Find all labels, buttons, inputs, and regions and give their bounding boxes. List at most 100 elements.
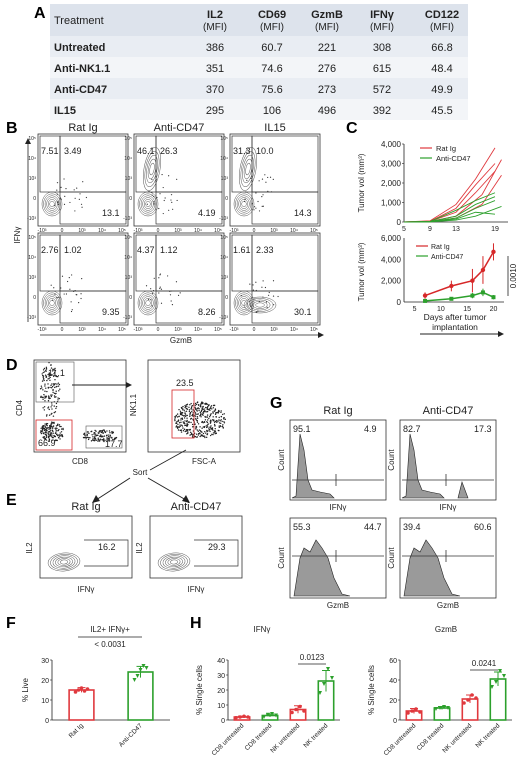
event-dot bbox=[189, 434, 191, 436]
event-dot bbox=[58, 436, 60, 439]
flow-tick-y: 10⁴ bbox=[220, 255, 228, 261]
event-dot bbox=[51, 383, 53, 385]
event-dot bbox=[51, 404, 53, 406]
event-dot bbox=[43, 429, 46, 432]
flow-tick-x: 0 bbox=[61, 228, 64, 234]
event-dot bbox=[54, 439, 57, 441]
event-dot bbox=[57, 429, 60, 432]
flow-tick-x: -10³ bbox=[230, 327, 239, 333]
event-dot bbox=[51, 412, 53, 415]
quadrant-ul-value: 2.76 bbox=[41, 245, 59, 255]
flow-tick-y: 10⁵ bbox=[124, 136, 132, 142]
event-dot bbox=[175, 422, 178, 425]
bar bbox=[68, 689, 95, 721]
flow-tick-x: 10⁵ bbox=[118, 228, 126, 234]
event-dot bbox=[182, 415, 185, 417]
flow-tick-y: 10⁵ bbox=[220, 235, 228, 241]
x-tick-label: Anti-CD47 bbox=[118, 722, 144, 748]
sort-line bbox=[149, 449, 187, 471]
event-dot bbox=[51, 429, 54, 432]
event-dot bbox=[261, 195, 263, 198]
event-dot bbox=[224, 418, 227, 421]
event-dot bbox=[101, 439, 103, 441]
y-axis-label: % Single cells bbox=[367, 665, 376, 715]
event-dot bbox=[186, 433, 188, 435]
hist-value-right: 17.3 bbox=[474, 424, 492, 434]
event-dot bbox=[94, 433, 97, 435]
event-dot bbox=[218, 419, 220, 421]
data-point bbox=[262, 715, 266, 719]
event-dot bbox=[176, 413, 179, 415]
y-tick-label: 3,000 bbox=[381, 160, 402, 169]
data-point bbox=[85, 687, 90, 691]
event-dot bbox=[100, 430, 102, 432]
flow-tick-y: 10³ bbox=[221, 176, 229, 182]
event-dot bbox=[209, 409, 211, 412]
data-point bbox=[449, 283, 454, 289]
gate-dn bbox=[35, 419, 73, 451]
quadrant-lr-value: 4.19 bbox=[198, 208, 216, 218]
y-axis-label: % Single cells bbox=[195, 665, 204, 715]
event-dot bbox=[216, 421, 218, 424]
event-dot bbox=[61, 433, 63, 436]
flow-tick-y: 10³ bbox=[125, 176, 133, 182]
event-dot bbox=[54, 427, 56, 430]
event-dot bbox=[52, 391, 54, 394]
flow-tick-y: 0 bbox=[129, 196, 132, 202]
event-dot bbox=[104, 439, 106, 442]
quadrant-ul-value: 7.51 bbox=[41, 146, 59, 156]
table-cell: 273 bbox=[318, 84, 336, 96]
event-dot bbox=[82, 436, 85, 439]
event-dot bbox=[53, 371, 56, 374]
event-dot bbox=[212, 404, 215, 407]
data-point bbox=[491, 249, 496, 255]
event-dot bbox=[252, 284, 254, 286]
event-dot bbox=[210, 413, 212, 415]
event-dot bbox=[185, 404, 188, 406]
event-dot bbox=[249, 283, 251, 285]
event-dot bbox=[52, 389, 54, 392]
event-dot bbox=[206, 429, 208, 432]
event-dot bbox=[78, 302, 80, 304]
event-dot bbox=[218, 416, 220, 419]
event-dot bbox=[174, 415, 176, 418]
flow-column-title: Anti-CD47 bbox=[171, 501, 222, 513]
event-dot bbox=[191, 410, 193, 413]
event-dot bbox=[41, 387, 43, 389]
event-dot bbox=[57, 423, 59, 425]
event-dot bbox=[90, 440, 93, 442]
event-dot bbox=[268, 291, 270, 294]
data-point bbox=[82, 689, 87, 693]
flow-tick-x: 10³ bbox=[78, 327, 86, 333]
event-dot bbox=[188, 421, 190, 423]
event-dot bbox=[175, 281, 178, 283]
data-point bbox=[470, 293, 475, 298]
event-dot bbox=[190, 433, 192, 436]
event-dot bbox=[56, 189, 58, 191]
data-point bbox=[502, 674, 506, 678]
event-dot bbox=[204, 431, 206, 433]
hist-column-title: Anti-CD47 bbox=[423, 405, 474, 417]
gate-nk bbox=[171, 389, 195, 439]
event-dot bbox=[178, 415, 180, 418]
event-dot bbox=[176, 199, 178, 202]
x-axis-label: IFNγ bbox=[440, 503, 457, 512]
table-cell: 496 bbox=[318, 105, 336, 117]
event-dot bbox=[94, 435, 96, 437]
event-dot bbox=[100, 431, 102, 434]
event-dot bbox=[218, 422, 221, 424]
event-dot bbox=[56, 182, 59, 184]
data-point bbox=[406, 711, 410, 715]
event-dot bbox=[199, 411, 202, 414]
event-dot bbox=[50, 406, 52, 408]
x-tick-label: 5 bbox=[402, 226, 406, 233]
data-point bbox=[470, 693, 474, 697]
event-dot bbox=[179, 410, 182, 412]
event-dot bbox=[195, 417, 197, 420]
event-dot bbox=[39, 388, 42, 390]
event-dot bbox=[40, 385, 43, 387]
event-dot bbox=[196, 419, 198, 422]
event-dot bbox=[59, 425, 61, 428]
event-dot bbox=[59, 435, 61, 437]
event-dot bbox=[194, 415, 197, 417]
